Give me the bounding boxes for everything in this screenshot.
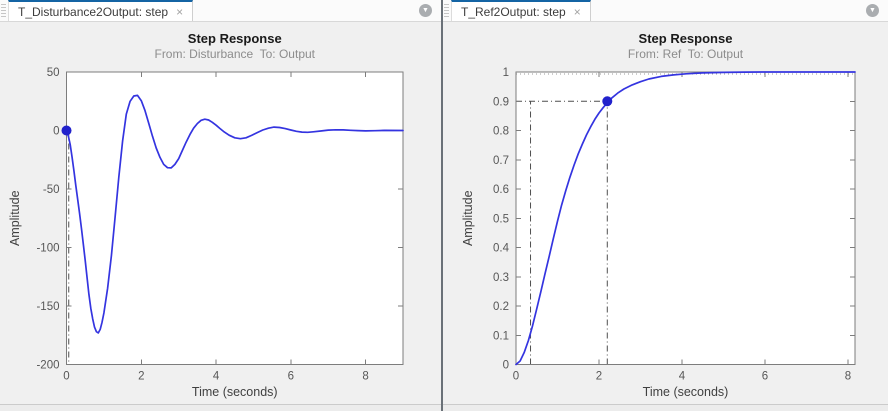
y-tick-label: -50: [43, 184, 60, 196]
y-axis-label: Amplitude: [461, 190, 475, 246]
x-tick-label: 0: [63, 371, 69, 383]
tab-close-icon[interactable]: ×: [176, 4, 184, 19]
x-tick-label: 8: [362, 371, 368, 383]
y-tick-label: 0.7: [493, 155, 509, 167]
y-tick-label: 0: [53, 126, 59, 138]
y-axis-label: Amplitude: [8, 190, 22, 246]
tab-disturbance2output-step[interactable]: T_Disturbance2Output: step ×: [8, 0, 194, 21]
plot-title: Step Response: [639, 31, 733, 46]
y-tick-label: 0.9: [493, 96, 509, 108]
x-tick-label: 2: [138, 371, 144, 383]
right-plot-panel: T_Ref2Output: step × ▼ 0 2 4 6 8 1 0.9 0.8 0.7 0.…: [443, 0, 888, 411]
tab-close-icon[interactable]: ×: [573, 4, 581, 19]
panel-grip-handle[interactable]: [1, 4, 6, 18]
y-tick-label: 50: [47, 67, 60, 79]
plot-subtitle: From: Disturbance To: Output: [154, 47, 315, 61]
y-tick-label: 0.6: [493, 184, 509, 196]
characteristic-marker-dot[interactable]: [602, 96, 613, 107]
tab-label: T_Disturbance2Output: step: [18, 4, 169, 19]
tab-ref2output-step[interactable]: T_Ref2Output: step ×: [451, 0, 591, 21]
y-tick-label: -150: [36, 301, 59, 313]
x-tick-label: 4: [679, 371, 686, 383]
axes-box: [66, 71, 404, 365]
panel-bottom-edge: [443, 404, 888, 411]
step-response-curve[interactable]: [515, 71, 856, 366]
y-tick-label: -200: [36, 360, 59, 372]
tab-label: T_Ref2Output: step: [461, 4, 566, 19]
panel-grip-handle[interactable]: [444, 4, 449, 18]
characteristic-marker-dot[interactable]: [61, 125, 72, 136]
plot-area[interactable]: [66, 72, 404, 365]
plot-title: Step Response: [188, 31, 282, 46]
y-tick-label: 0.3: [493, 272, 509, 284]
y-tick-label: 0.4: [493, 243, 510, 255]
plot-area[interactable]: [516, 72, 855, 365]
plot-subtitle: From: Ref To: Output: [628, 47, 744, 61]
panel-actions-dropdown-icon[interactable]: ▼: [419, 4, 432, 17]
y-tick-label: 0.1: [493, 330, 509, 342]
left-plot-panel: T_Disturbance2Output: step × ▼ 0 2 4 6 8 50 0-…: [0, 0, 441, 411]
step-response-curve[interactable]: [65, 94, 404, 334]
x-tick-label: 4: [213, 371, 220, 383]
y-tick-label: -100: [36, 243, 59, 255]
right-tabbar: T_Ref2Output: step × ▼: [443, 0, 888, 22]
left-tabbar: T_Disturbance2Output: step × ▼: [0, 0, 441, 22]
step-plot-canvas-ref[interactable]: 0 2 4 6 8 1 0.9 0.8 0.7 0.6 0.5 0.4 0.3 0.2 0.1 0 Step R…: [443, 22, 888, 405]
x-axis-label: Time (seconds): [643, 385, 729, 399]
x-axis-label: Time (seconds): [192, 385, 278, 399]
x-tick-label: 6: [288, 371, 294, 383]
panel-bottom-edge: [0, 404, 441, 411]
y-tick-label: 0.5: [493, 213, 509, 225]
panel-actions-dropdown-icon[interactable]: ▼: [866, 4, 879, 17]
x-tick-label: 8: [845, 371, 851, 383]
x-tick-label: 2: [596, 371, 602, 383]
y-tick-label: 1: [503, 67, 509, 79]
y-tick-label: 0: [503, 360, 509, 372]
x-tick-label: 6: [762, 371, 768, 383]
x-tick-label: 0: [513, 371, 519, 383]
step-plot-canvas-disturbance[interactable]: 0 2 4 6 8 50 0 -50 -100 -150 -200 Step ResponseFrom…: [0, 22, 441, 405]
y-tick-label: 0.8: [493, 126, 509, 138]
panel-divider[interactable]: [441, 0, 443, 411]
y-tick-label: 0.2: [493, 301, 509, 313]
